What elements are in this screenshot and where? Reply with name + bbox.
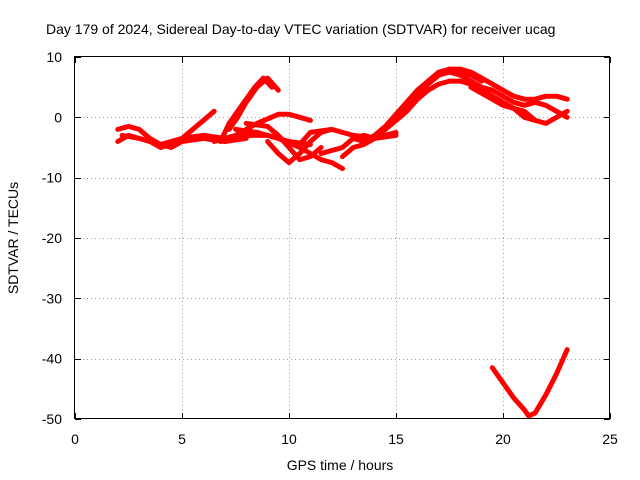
series-line-track-16: [457, 72, 570, 120]
x-axis-title: GPS time / hours: [287, 457, 394, 473]
x-tick-label: 0: [71, 431, 79, 447]
y-tick-label: -50: [42, 411, 62, 427]
chart-title: Day 179 of 2024, Sidereal Day-to-day VTE…: [46, 21, 555, 37]
series-line-track-8: [243, 120, 324, 163]
y-tick-label: -10: [42, 170, 62, 186]
axis-ticks: [75, 57, 611, 420]
x-tick-label: 5: [178, 431, 186, 447]
y-tick-label: 10: [46, 49, 62, 65]
grid-lines: [75, 57, 610, 419]
y-tick-label: 0: [54, 109, 62, 125]
series-line-track-13: [350, 66, 485, 144]
x-tick-labels: 0 5 10 15 20 25: [71, 431, 618, 447]
series-layer: [115, 66, 570, 419]
series-line-track-15: [425, 66, 570, 102]
y-tick-label: -40: [42, 351, 62, 367]
y-axis-title: SDTVAR / TECUs: [5, 182, 21, 294]
x-tick-label: 10: [281, 431, 297, 447]
x-tick-label: 15: [388, 431, 404, 447]
series-line-track-17: [468, 84, 570, 126]
x-tick-label: 20: [495, 431, 511, 447]
y-tick-label: -30: [42, 290, 62, 306]
series-line-track-18: [489, 347, 570, 419]
y-tick-labels: 10 0 -10 -20 -30 -40 -50: [42, 49, 62, 427]
plot-frame: [74, 56, 610, 419]
y-tick-label: -20: [42, 230, 62, 246]
series-line-track-6: [211, 111, 313, 144]
x-tick-label: 25: [602, 431, 618, 447]
series-line-track-11: [318, 129, 399, 156]
series-line-track-5: [226, 75, 281, 132]
